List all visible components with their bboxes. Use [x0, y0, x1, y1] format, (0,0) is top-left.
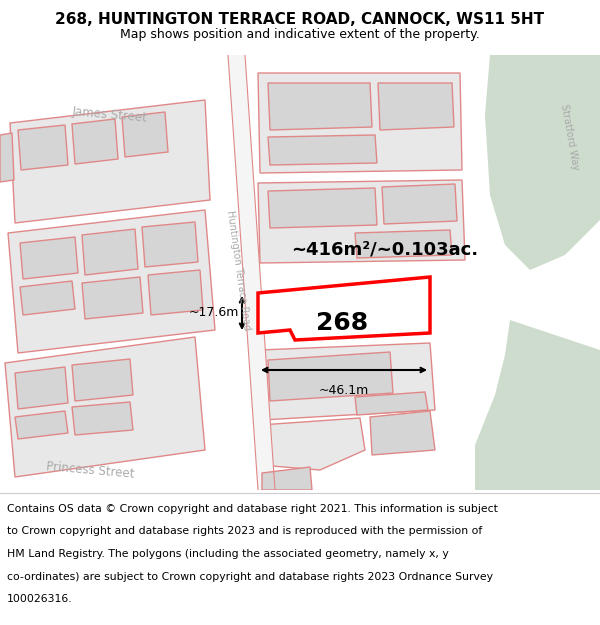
Polygon shape [262, 467, 312, 490]
Polygon shape [382, 184, 457, 224]
Polygon shape [268, 135, 377, 165]
Text: to Crown copyright and database rights 2023 and is reproduced with the permissio: to Crown copyright and database rights 2… [7, 526, 482, 536]
Polygon shape [260, 418, 365, 470]
Polygon shape [82, 229, 138, 275]
Text: HM Land Registry. The polygons (including the associated geometry, namely x, y: HM Land Registry. The polygons (includin… [7, 549, 449, 559]
Polygon shape [18, 125, 68, 170]
Polygon shape [5, 337, 205, 477]
Polygon shape [355, 230, 452, 258]
Polygon shape [15, 367, 68, 409]
Polygon shape [20, 281, 75, 315]
Polygon shape [10, 100, 210, 223]
Polygon shape [8, 210, 215, 353]
Polygon shape [72, 402, 133, 435]
Polygon shape [260, 343, 435, 420]
Text: 268, HUNTINGTON TERRACE ROAD, CANNOCK, WS11 5HT: 268, HUNTINGTON TERRACE ROAD, CANNOCK, W… [55, 12, 545, 27]
Polygon shape [20, 237, 78, 279]
Polygon shape [258, 277, 430, 340]
Text: co-ordinates) are subject to Crown copyright and database rights 2023 Ordnance S: co-ordinates) are subject to Crown copyr… [7, 571, 493, 581]
Polygon shape [122, 112, 168, 157]
Polygon shape [258, 73, 462, 173]
Polygon shape [268, 188, 377, 228]
Polygon shape [485, 55, 600, 270]
Polygon shape [268, 83, 372, 130]
Text: James Street: James Street [72, 105, 148, 125]
Polygon shape [475, 320, 600, 490]
Text: Map shows position and indicative extent of the property.: Map shows position and indicative extent… [120, 28, 480, 41]
Text: Stratford Way: Stratford Way [559, 103, 581, 171]
Polygon shape [268, 352, 393, 401]
Text: 268: 268 [316, 311, 368, 334]
Text: 100026316.: 100026316. [7, 594, 73, 604]
Polygon shape [142, 222, 198, 267]
Polygon shape [370, 411, 435, 455]
Text: Huntington Terrace Road: Huntington Terrace Road [224, 209, 251, 331]
Polygon shape [72, 359, 133, 401]
Polygon shape [72, 119, 118, 164]
Polygon shape [228, 55, 275, 490]
Polygon shape [0, 133, 14, 182]
Polygon shape [15, 411, 68, 439]
Text: Contains OS data © Crown copyright and database right 2021. This information is : Contains OS data © Crown copyright and d… [7, 504, 498, 514]
Polygon shape [82, 277, 143, 319]
Polygon shape [258, 180, 465, 263]
Polygon shape [148, 270, 203, 315]
Text: Princess Street: Princess Street [46, 459, 134, 481]
Text: ~17.6m: ~17.6m [188, 306, 239, 319]
Polygon shape [378, 83, 454, 130]
Text: ~46.1m: ~46.1m [319, 384, 369, 397]
Text: ~416m²/~0.103ac.: ~416m²/~0.103ac. [292, 241, 479, 259]
Polygon shape [355, 392, 428, 415]
